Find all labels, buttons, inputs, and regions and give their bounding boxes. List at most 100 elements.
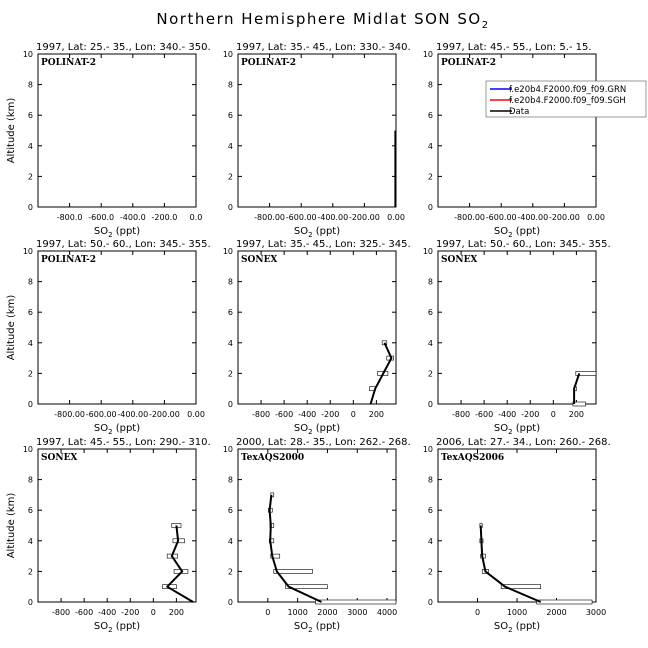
y-tick-label: 6: [428, 308, 433, 317]
y-tick-label: 2: [28, 172, 33, 181]
y-tick-label: 6: [428, 111, 433, 120]
y-tick-label: 0: [428, 598, 433, 607]
x-tick-label: 2000: [546, 608, 566, 617]
panel-6: 1997, Lat: 50.- 60., Lon: 345.- 355. SONE…: [423, 239, 611, 436]
plot-frame: [237, 53, 397, 208]
data-range-box: [500, 584, 542, 590]
y-tick-label: 10: [223, 247, 233, 256]
y-tick-label: 0: [28, 598, 33, 607]
legend-box: [485, 80, 647, 118]
campaign-label: TexAQS2000: [241, 453, 304, 463]
y-tick-label: 4: [428, 339, 433, 348]
y-tick-label: 6: [228, 111, 233, 120]
y-tick-label: 10: [23, 50, 33, 59]
y-tick-label: 0: [428, 203, 433, 212]
x-tick-label: 3000: [347, 608, 367, 617]
y-tick-label: 2: [228, 567, 233, 576]
plot-frame: [237, 448, 397, 603]
data-range-box: [315, 599, 397, 605]
x-tick-label: -600.0: [88, 213, 114, 222]
panel-title: 1997, Lat: 35.- 45., Lon: 325.- 345.: [236, 239, 411, 250]
y-tick-label: 0: [228, 400, 233, 409]
y-tick-label: 8: [228, 476, 233, 485]
y-tick-label: 6: [228, 308, 233, 317]
x-tick-label: 200: [369, 410, 384, 419]
y-tick-label: 6: [28, 111, 33, 120]
y-tick-label: 0: [228, 598, 233, 607]
x-axis-label: SO2 (ppt): [294, 226, 340, 239]
data-profile-line: [166, 525, 194, 603]
y-tick-label: 6: [28, 308, 33, 317]
x-tick-label: -800: [252, 410, 270, 419]
x-axis-label: SO2 (ppt): [94, 621, 140, 634]
data-range-box: [273, 569, 313, 574]
panel-7: 1997, Lat: 45.- 55., Lon: 290.- 310. SONE…: [6, 437, 211, 634]
y-tick-label: 0: [428, 400, 433, 409]
x-tick-label: 0.00: [587, 213, 605, 222]
panel-title: 1997, Lat: 45.- 55., Lon: 5.- 15.: [436, 42, 592, 53]
x-tick-label: 1000: [507, 608, 527, 617]
y-tick-label: 2: [228, 369, 233, 378]
y-axis-label: Altitude (km): [6, 493, 17, 559]
x-tick-label: -600.00: [286, 213, 317, 222]
legend: f.e20b4.F2000.f09_f09.GRNf.e20b4.F2000.f…: [485, 80, 647, 118]
x-tick-label: 2000: [317, 608, 337, 617]
y-tick-label: 4: [228, 537, 233, 546]
x-axis-label: SO2 (ppt): [294, 423, 340, 436]
legend-label: Data: [509, 107, 529, 117]
x-tick-label: 200: [169, 608, 184, 617]
x-tick-label: 0: [151, 608, 156, 617]
panel-title: 1997, Lat: 50.- 60., Lon: 345.- 355.: [36, 239, 211, 250]
y-tick-label: 4: [428, 142, 433, 151]
panel-title: 2000, Lat: 28.- 35., Lon: 262.- 268.: [236, 437, 411, 448]
campaign-label: POLINAT-2: [441, 58, 496, 68]
y-tick-label: 2: [428, 567, 433, 576]
x-tick-label: -800.00: [454, 213, 485, 222]
y-tick-label: 2: [28, 369, 33, 378]
x-tick-label: 0: [551, 410, 556, 419]
figure-title: Northern Hemisphere Midlat SON SO2: [156, 10, 489, 31]
y-tick-label: 4: [228, 339, 233, 348]
y-tick-label: 8: [428, 278, 433, 287]
x-tick-label: -600.00: [486, 213, 517, 222]
x-tick-label: 0.0: [190, 213, 203, 222]
y-tick-label: 4: [28, 339, 33, 348]
y-tick-label: 2: [28, 567, 33, 576]
x-tick-label: -400.0: [120, 213, 146, 222]
x-tick-label: -800: [452, 410, 470, 419]
x-tick-label: -800.00: [254, 213, 285, 222]
x-tick-label: -200: [321, 410, 339, 419]
data-range-box: [575, 371, 597, 376]
x-axis-label: SO2 (ppt): [94, 226, 140, 239]
y-tick-label: 0: [28, 203, 33, 212]
x-axis-label: SO2 (ppt): [94, 423, 140, 436]
panel-title: 1997, Lat: 50.- 60., Lon: 345.- 355.: [436, 239, 611, 250]
y-tick-label: 2: [228, 172, 233, 181]
x-tick-label: 0: [475, 608, 480, 617]
panel-title: 1997, Lat: 45.- 55., Lon: 290.- 310.: [36, 437, 211, 448]
x-tick-label: -200: [121, 608, 139, 617]
y-tick-label: 10: [23, 445, 33, 454]
y-tick-label: 4: [28, 537, 33, 546]
y-tick-label: 8: [28, 81, 33, 90]
y-tick-label: 8: [228, 278, 233, 287]
x-tick-label: -800.0: [57, 213, 83, 222]
campaign-label: POLINAT-2: [241, 58, 296, 68]
y-tick-label: 0: [28, 400, 33, 409]
x-tick-label: -400.00: [517, 213, 548, 222]
campaign-label: TexAQS2006: [441, 453, 504, 463]
x-tick-label: 200: [569, 410, 584, 419]
data-range-box: [572, 401, 586, 407]
y-tick-label: 2: [428, 369, 433, 378]
panel-9: 2006, Lat: 27.- 34., Lon: 260.- 268. TexA…: [423, 437, 611, 634]
campaign-label: POLINAT-2: [41, 58, 96, 68]
y-tick-label: 10: [423, 247, 433, 256]
data-range-box: [285, 584, 328, 590]
panel-grid: 1997, Lat: 25.- 35., Lon: 340.- 350. POLI…: [6, 42, 647, 634]
y-tick-label: 10: [223, 50, 233, 59]
panel-3: 1997, Lat: 45.- 55., Lon: 5.- 15. POLINAT…: [423, 42, 647, 239]
data-profile-line: [369, 342, 393, 405]
plot-frame: [437, 448, 597, 603]
plot-frame: [37, 250, 197, 405]
